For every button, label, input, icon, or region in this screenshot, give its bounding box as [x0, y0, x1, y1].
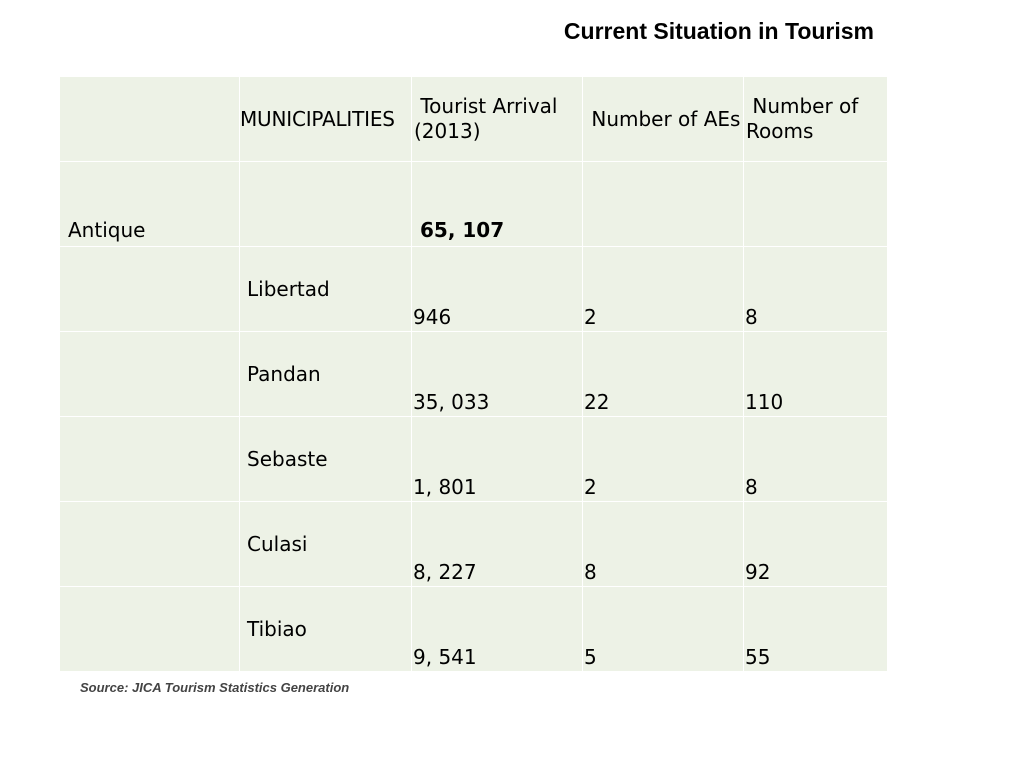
tourist-arrival-value: 946 [413, 305, 452, 329]
municipality-name: Sebaste [247, 447, 328, 471]
header-cell-tourist-arrival: Tourist Arrival (2013) [412, 77, 582, 161]
rooms-cell: 8 [744, 417, 887, 501]
rooms-value: 92 [745, 560, 771, 584]
row-region-cell [60, 247, 239, 331]
header-cell-number-of-aes: Number of AEs [583, 77, 743, 161]
region-name: Antique [68, 218, 146, 242]
tourist-arrival-value: 1, 801 [413, 475, 477, 499]
region-aes-cell [583, 162, 743, 246]
rooms-value: 55 [745, 645, 771, 669]
tourist-arrival-value: 8, 227 [413, 560, 477, 584]
tourist-arrival-value: 9, 541 [413, 645, 477, 669]
header-cell-number-of-rooms: Number of Rooms [744, 77, 887, 161]
aes-cell: 22 [583, 332, 743, 416]
region-total-arrival: 65, 107 [420, 218, 505, 242]
aes-cell: 2 [583, 247, 743, 331]
municipality-name: Libertad [247, 277, 330, 301]
rooms-value: 8 [745, 475, 758, 499]
rooms-cell: 8 [744, 247, 887, 331]
arrival-cell: 9, 541 [412, 587, 582, 671]
header-label-tourist-arrival: Tourist Arrival (2013) [414, 94, 564, 143]
aes-value: 22 [584, 390, 610, 414]
arrival-cell: 946 [412, 247, 582, 331]
region-rooms-cell [744, 162, 887, 246]
arrival-cell: 8, 227 [412, 502, 582, 586]
aes-value: 2 [584, 475, 597, 499]
aes-value: 5 [584, 645, 597, 669]
aes-cell: 5 [583, 587, 743, 671]
header-cell-blank [60, 77, 239, 161]
municipality-cell: Tibiao [240, 587, 411, 671]
row-region-cell [60, 417, 239, 501]
municipality-cell: Sebaste [240, 417, 411, 501]
source-note: Source: JICA Tourism Statistics Generati… [80, 680, 350, 695]
header-label-number-of-aes: Number of AEs [585, 106, 741, 131]
header-label-number-of-rooms: Number of Rooms [746, 94, 865, 143]
page-title: Current Situation in Tourism [563, 18, 874, 44]
rooms-cell: 110 [744, 332, 887, 416]
tourism-table: MUNICIPALITIES Tourist Arrival (2013) Nu… [60, 77, 887, 671]
arrival-cell: 35, 033 [412, 332, 582, 416]
rooms-cell: 92 [744, 502, 887, 586]
municipality-cell: Libertad [240, 247, 411, 331]
region-total-cell: 65, 107 [412, 162, 582, 246]
region-cell: Antique [60, 162, 239, 246]
rooms-cell: 55 [744, 587, 887, 671]
municipality-name: Culasi [247, 532, 308, 556]
municipality-cell: Pandan [240, 332, 411, 416]
region-municipality-cell [240, 162, 411, 246]
municipality-name: Tibiao [247, 617, 307, 641]
tourist-arrival-value: 35, 033 [413, 390, 490, 414]
header-label-municipalities: MUNICIPALITIES [240, 106, 395, 131]
aes-value: 2 [584, 305, 597, 329]
arrival-cell: 1, 801 [412, 417, 582, 501]
row-region-cell [60, 332, 239, 416]
row-region-cell [60, 502, 239, 586]
header-cell-municipalities: MUNICIPALITIES [240, 77, 411, 161]
municipality-cell: Culasi [240, 502, 411, 586]
aes-value: 8 [584, 560, 597, 584]
aes-cell: 8 [583, 502, 743, 586]
row-region-cell [60, 587, 239, 671]
aes-cell: 2 [583, 417, 743, 501]
rooms-value: 8 [745, 305, 758, 329]
municipality-name: Pandan [247, 362, 321, 386]
rooms-value: 110 [745, 390, 784, 414]
